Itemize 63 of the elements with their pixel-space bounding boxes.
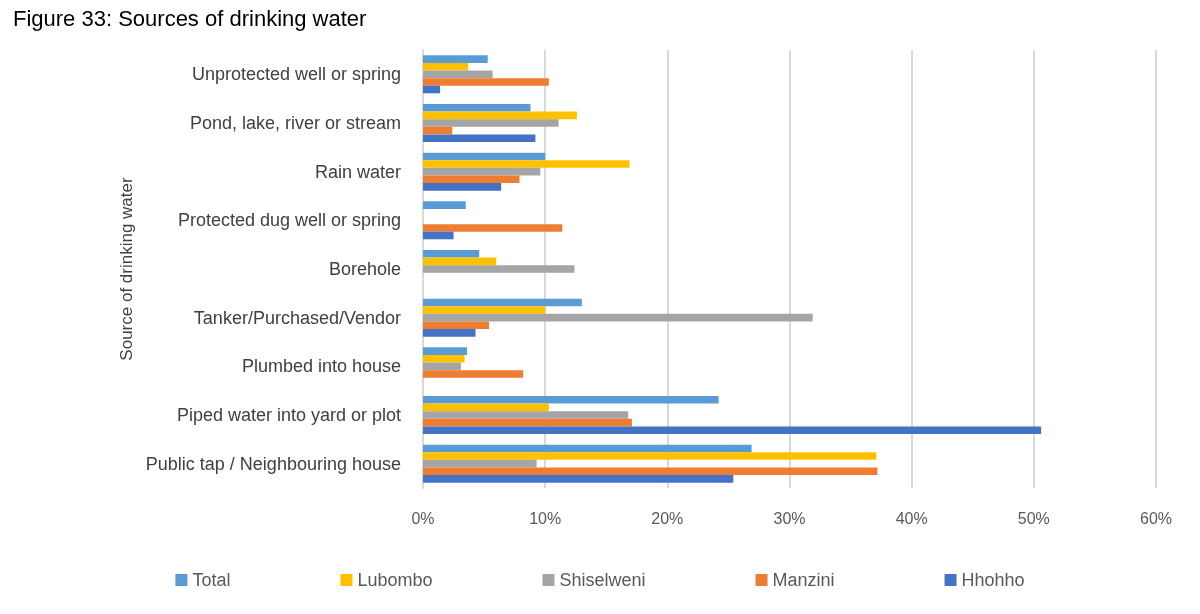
bar [423,134,536,142]
y-tick-label: Plumbed into house [241,356,401,377]
bar [423,403,549,412]
bar [423,104,531,112]
x-tick-label: 40% [895,509,928,527]
bar [423,452,877,460]
bar [423,426,1042,434]
bar [423,201,466,209]
bar [423,152,546,161]
bar [423,55,488,63]
bar [423,224,563,232]
y-tick-label: Tanker/Purchased/Vendor [193,307,401,328]
bar [423,111,577,120]
bar [423,396,719,404]
x-tick-label: 0% [411,509,435,527]
bar [423,362,461,371]
legend-label: Lubombo [357,570,433,590]
bar [423,119,559,127]
x-tick-label: 30% [773,509,806,527]
legend-label: Hhohho [961,570,1025,590]
bar [423,306,546,314]
y-tick-label: Piped water into yard or plot [176,405,401,425]
bar [423,126,453,135]
bar [423,467,878,476]
bar [423,411,629,419]
bar [423,265,575,273]
bar [423,354,465,363]
bar [423,418,632,427]
y-tick-label: Borehole [328,259,401,279]
bar [423,250,480,258]
bar [423,329,476,337]
y-tick-label: Unprotected well or spring [191,64,401,85]
bar [423,175,520,184]
legend-label: Total [192,570,231,590]
bar [423,370,524,378]
x-tick-label: 10% [529,509,562,527]
bar [423,313,813,322]
y-tick-label: Protected dug well or spring [177,210,401,231]
x-tick-label: 60% [1139,509,1173,527]
bar [423,62,469,71]
y-tick-label: Public tap / Neighbouring house [145,453,401,474]
x-tick-label: 50% [1017,509,1050,527]
bar [423,70,493,79]
legend-label: Manzini [772,570,835,590]
y-tick-label: Rain water [314,161,401,182]
bar [423,347,467,355]
bar [423,231,454,240]
bar [423,444,752,453]
y-tick-label: Pond, lake, river or stream [189,113,401,133]
bar [423,183,502,191]
bar [423,257,497,266]
bar [423,78,549,86]
x-tick-label: 20% [651,509,684,527]
bar [423,459,537,468]
bar [423,85,441,94]
text: Figure 33: Sources of drinking water [13,5,367,31]
y-axis-title: Source of drinking water [116,177,136,361]
bar [423,475,734,483]
bar [423,298,582,307]
legend-label: Shiselweni [559,570,646,590]
bar [423,321,489,330]
bar [423,167,541,176]
bar [423,160,630,168]
